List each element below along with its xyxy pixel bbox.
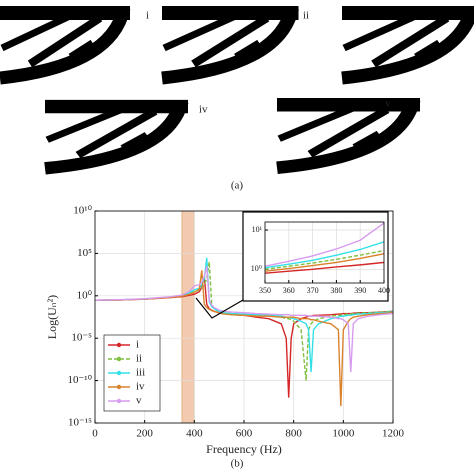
legend-label: ii — [136, 353, 142, 365]
x-tick-label: 400 — [186, 428, 203, 440]
series-line — [265, 261, 384, 274]
inset-connector — [195, 297, 244, 319]
x-tick-label: 390 — [354, 286, 366, 295]
legend-marker — [116, 370, 122, 376]
legend-marker — [116, 398, 122, 404]
x-tick-label: 370 — [307, 286, 319, 295]
x-tick-label: 380 — [330, 286, 342, 295]
topology-v — [277, 100, 420, 168]
image-label: i — [146, 10, 149, 22]
image-label: iv — [199, 104, 208, 116]
y-tick-label: 10⁰ — [77, 289, 93, 301]
y-tick-label: 10¹⁰ — [73, 205, 92, 217]
x-tick-label: 800 — [285, 428, 302, 440]
x-tick-label: 600 — [236, 428, 253, 440]
y-axis-label: Log(Uₙ²) — [45, 295, 59, 339]
x-tick-label: 350 — [259, 286, 271, 295]
legend-label: iv — [136, 381, 145, 393]
topology-ii — [162, 8, 299, 78]
legend-label: iii — [136, 367, 145, 379]
inset-frame — [242, 211, 389, 302]
series-line — [265, 241, 384, 269]
panel-label: (b) — [231, 458, 244, 470]
x-tick-label: 360 — [283, 286, 295, 295]
y-tick-label: 10⁻¹⁰ — [67, 374, 92, 386]
x-tick-label: 1200 — [382, 428, 405, 440]
image-label: ii — [303, 10, 309, 22]
series-line — [95, 276, 393, 398]
x-tick-label: 1000 — [332, 428, 355, 440]
series-line — [95, 270, 393, 407]
series-line — [265, 249, 384, 271]
topology-iv — [45, 102, 188, 169]
y-tick-label: 10⁵ — [77, 247, 92, 259]
topology-iii — [342, 8, 474, 78]
plot-frame — [264, 221, 385, 284]
y-tick-label: 10⁰ — [251, 264, 262, 273]
topology-images — [0, 8, 474, 168]
topology-i — [0, 8, 130, 78]
highlight-band — [181, 210, 195, 424]
image-label: v — [385, 98, 391, 110]
legend-marker — [116, 384, 122, 390]
legend-label: v — [136, 395, 142, 407]
x-axis-label: Frequency (Hz) — [206, 442, 282, 456]
legend-label: i — [136, 339, 139, 351]
legend-marker — [116, 342, 122, 348]
y-tick-label: 10⁻⁵ — [71, 332, 92, 344]
panel-label: (a) — [231, 180, 244, 192]
series-line — [95, 266, 393, 373]
plot-frame — [94, 210, 394, 424]
series-line — [265, 222, 384, 267]
y-tick-label: 10¹ — [252, 225, 263, 234]
x-tick-label: 0 — [92, 428, 98, 440]
series-line — [265, 253, 384, 272]
y-tick-label: 10⁻¹⁵ — [68, 417, 92, 429]
legend-marker — [116, 356, 122, 362]
x-tick-label: 400 — [378, 286, 390, 295]
x-tick-label: 200 — [136, 428, 153, 440]
inset-chart: 350 360 370 380 390 400 10⁰ 10¹ — [251, 221, 390, 295]
